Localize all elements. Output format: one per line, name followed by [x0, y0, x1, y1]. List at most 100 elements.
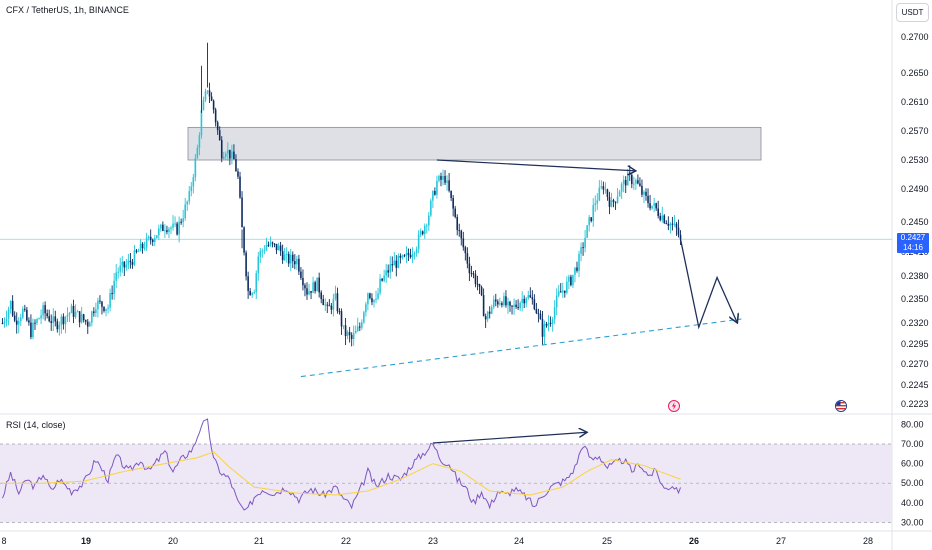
candle-body [549, 322, 552, 324]
candle-body [507, 301, 509, 306]
candle-body [566, 281, 568, 293]
candle-body [86, 321, 89, 327]
candle-body [210, 96, 213, 101]
candle-body [48, 316, 50, 322]
candle-body [214, 109, 217, 123]
candle-body [80, 314, 83, 323]
candle-body [545, 323, 548, 326]
candle-body [395, 260, 398, 268]
candle-body [247, 276, 249, 291]
candle-body [369, 293, 371, 299]
last-price-tag: 0.2427 14:16 [897, 233, 929, 253]
rsi-tick-label: 50.00 [901, 478, 924, 488]
candle-body [3, 321, 6, 324]
price-tick-label: 0.2320 [901, 318, 929, 328]
candle-body [314, 282, 316, 292]
candle-body [113, 280, 115, 295]
candle-body [237, 171, 239, 177]
candle-body [109, 293, 111, 308]
flag-icon[interactable] [835, 400, 847, 412]
candle-body [421, 231, 424, 235]
candle-body [162, 224, 164, 231]
candle-body [82, 314, 85, 321]
candle-body [344, 325, 347, 336]
lightning-icon[interactable] [668, 400, 680, 412]
candle-body [60, 316, 63, 325]
candle-body [334, 293, 337, 299]
candle-body [458, 230, 461, 232]
candle-body [261, 250, 264, 252]
price-tick-label: 0.2223 [901, 399, 929, 409]
candle-body [255, 273, 258, 293]
candle-body [450, 190, 452, 199]
candle-body [669, 223, 672, 226]
candle-body [533, 299, 536, 310]
candle-body [486, 311, 489, 320]
candle-body [553, 307, 556, 320]
candle-body [401, 255, 404, 258]
price-tick-label: 0.2650 [901, 68, 929, 78]
candle-body [188, 191, 191, 202]
candle-body [103, 306, 105, 312]
candle-body [121, 261, 124, 266]
candle-body [99, 300, 101, 302]
candle-body [620, 184, 623, 192]
candle-body [5, 318, 8, 322]
candle-body [42, 305, 44, 316]
candle-body [338, 311, 341, 313]
candle-body [149, 236, 152, 240]
candle-body [557, 291, 560, 296]
candle-body [93, 311, 95, 314]
candle-body [172, 223, 174, 228]
candle-body [190, 186, 193, 192]
candle-body [434, 191, 436, 195]
candle-body [436, 180, 438, 195]
currency-button[interactable]: USDT [896, 3, 929, 22]
candle-body [440, 175, 442, 180]
candle-body [38, 318, 40, 320]
candle-body [559, 291, 562, 293]
candle-body [70, 305, 73, 314]
candle-body [218, 130, 221, 141]
candle-body [26, 309, 28, 321]
candle-body [302, 277, 304, 286]
rsi-tick-label: 40.00 [901, 498, 924, 508]
candle-body [198, 135, 201, 148]
candle-body [425, 225, 428, 227]
candle-body [294, 261, 296, 265]
rsi-ma-line [2, 451, 681, 496]
candle-body [277, 245, 280, 251]
candle-body [635, 180, 637, 184]
candle-body [64, 316, 67, 325]
candle-body [176, 223, 178, 235]
candle-body [568, 276, 570, 282]
candle-body [184, 204, 186, 219]
candle-body [285, 254, 288, 256]
time-tick-label: 22 [341, 536, 351, 546]
candle-body [614, 201, 617, 203]
candle-body [158, 228, 160, 236]
candle-body [503, 296, 505, 306]
candle-body [222, 156, 225, 159]
candle-body [525, 298, 528, 304]
candle-body [371, 298, 373, 303]
candle-body [606, 189, 609, 197]
candle-body [547, 322, 550, 326]
candle-body [123, 261, 126, 268]
candle-body [354, 330, 357, 334]
candle-body [399, 255, 402, 258]
candle-body [117, 271, 120, 273]
candle-body [649, 203, 651, 209]
candle-body [129, 260, 132, 263]
candle-body [517, 306, 519, 309]
candle-body [300, 271, 302, 278]
candle-body [326, 304, 329, 306]
candle-body [340, 311, 343, 327]
candle-body [74, 311, 77, 317]
candle-body [348, 332, 351, 335]
candle-body [383, 275, 385, 281]
candle-body [391, 264, 394, 266]
candle-body [365, 304, 367, 313]
candle-body [182, 218, 184, 223]
